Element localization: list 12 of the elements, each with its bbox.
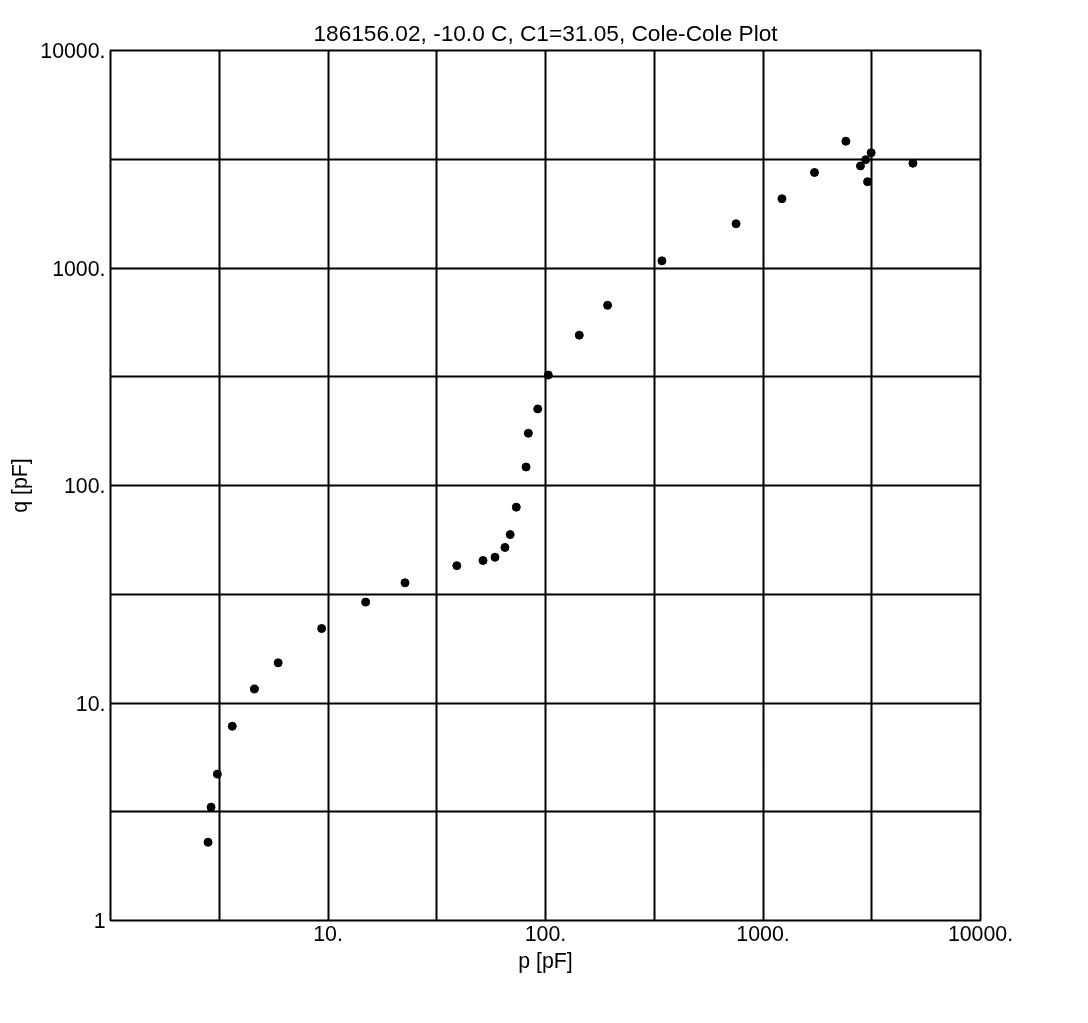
x-tick-label: 10.	[313, 921, 343, 946]
y-tick-label: 10.	[75, 691, 106, 716]
x-tick-label: 100.	[524, 921, 567, 946]
y-tick-label: 10000.	[40, 39, 106, 63]
y-axis-title: q [pF]	[8, 458, 33, 513]
y-tick-label: 100.	[63, 474, 106, 498]
x-axis-title: p [pF]	[518, 948, 573, 973]
x-tick-label: 10000.	[947, 921, 1014, 946]
x-tick-label: 1000.	[736, 921, 790, 946]
y-tick-label: 1000.	[52, 256, 106, 281]
y-tick-label: 1	[93, 909, 106, 933]
chart-title: 186156.02, -10.0 C, C1=31.05, Cole-Cole Plot	[313, 19, 779, 46]
